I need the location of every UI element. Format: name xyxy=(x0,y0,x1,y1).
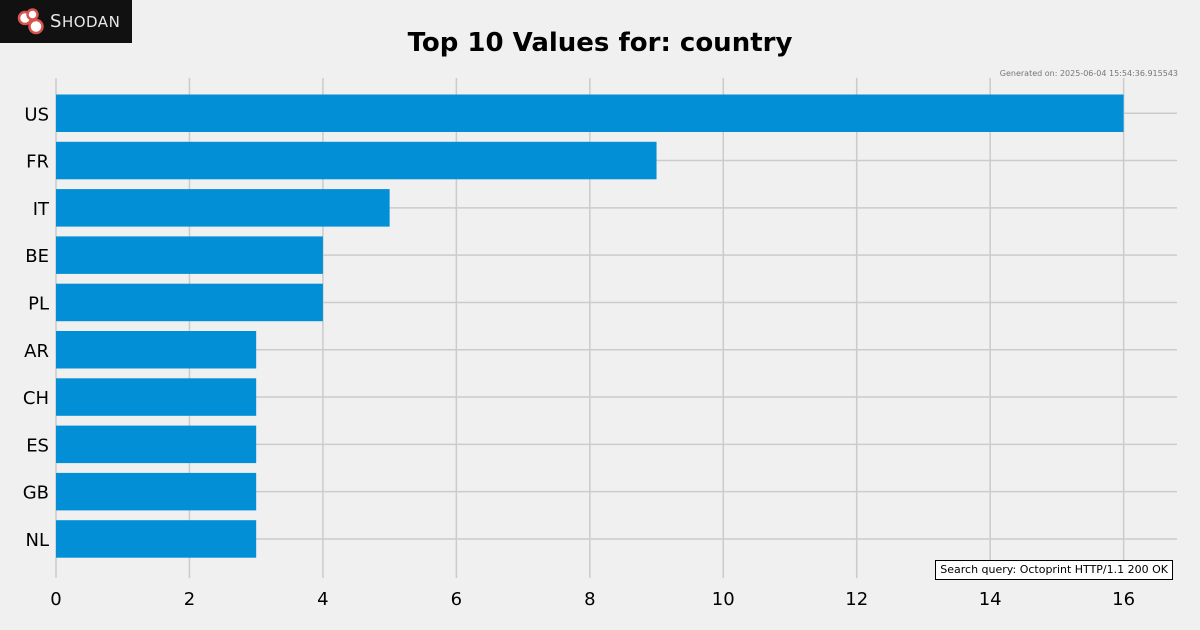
search-query-box: Search query: Octoprint HTTP/1.1 200 OK xyxy=(935,560,1173,580)
bars xyxy=(56,94,1124,558)
y-tick-label-ar: AR xyxy=(24,341,49,362)
y-tick-label-ch: CH xyxy=(23,388,49,409)
bar-fr xyxy=(56,141,657,180)
bar-it xyxy=(56,189,390,227)
chart-title: Top 10 Values for: country xyxy=(407,28,793,58)
y-tick-label-gb: GB xyxy=(23,483,49,504)
bar-us xyxy=(56,94,1124,132)
y-tick-label-es: ES xyxy=(26,435,49,456)
shodan-logo-text: SHODAN xyxy=(50,11,121,32)
bar-ch xyxy=(56,378,257,416)
x-tick-label: 16 xyxy=(1112,589,1135,610)
y-tick-label-fr: FR xyxy=(26,152,49,173)
bar-gb xyxy=(56,472,257,511)
y-tick-label-nl: NL xyxy=(26,530,50,551)
shodan-logo-icon xyxy=(17,8,44,35)
bar-nl xyxy=(56,520,257,558)
x-tick-label: 14 xyxy=(979,589,1002,610)
x-tick-label: 6 xyxy=(451,589,462,610)
y-tick-label-it: IT xyxy=(33,199,50,220)
bar-es xyxy=(56,425,257,464)
tick-labels: 0 2 4 6 8 10 12 14 16 US FR IT BE PL AR CH ES GB NL xyxy=(23,104,1135,610)
x-tick-label: 10 xyxy=(712,589,735,610)
shodan-logo: SHODAN xyxy=(0,0,132,43)
x-tick-label: 0 xyxy=(50,589,61,610)
generated-timestamp: Generated on: 2025-06-04 15:54:36.915543 xyxy=(999,69,1178,78)
y-tick-label-us: US xyxy=(24,104,49,125)
y-tick-label-be: BE xyxy=(25,246,49,267)
x-tick-label: 8 xyxy=(584,589,595,610)
x-tick-label: 12 xyxy=(845,589,868,610)
bar-ar xyxy=(56,331,257,369)
y-tick-label-pl: PL xyxy=(28,293,49,314)
x-tick-label: 4 xyxy=(317,589,328,610)
x-tick-label: 2 xyxy=(184,589,195,610)
bar-be xyxy=(56,236,323,274)
bar-pl xyxy=(56,283,323,322)
